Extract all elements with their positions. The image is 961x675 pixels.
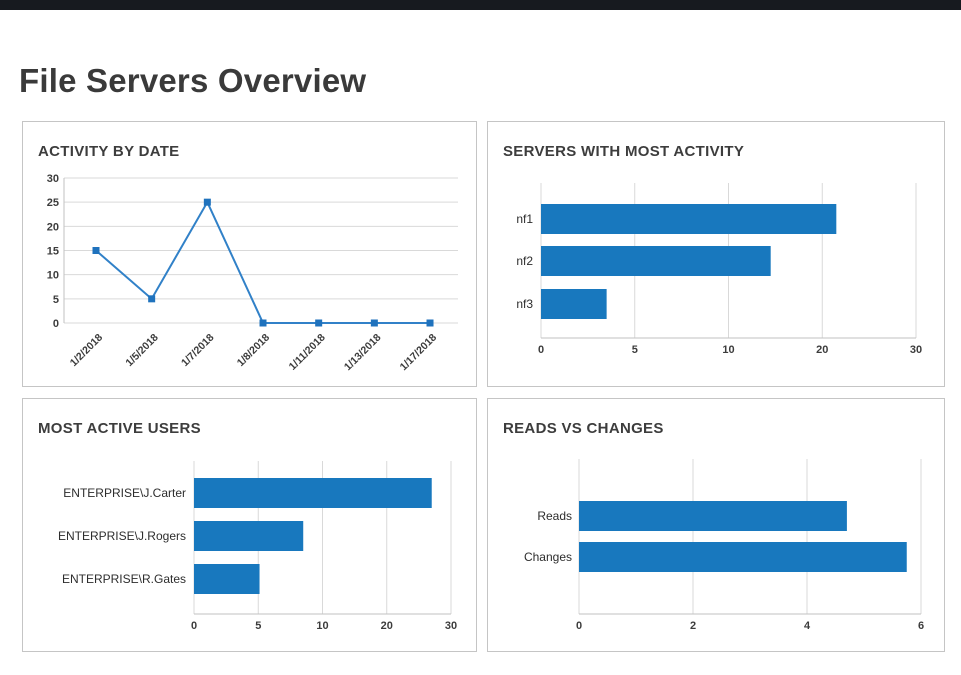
x-axis-date-label: 1/5/2018 (123, 332, 160, 369)
servers-activity-bar-chart: 0 5 10 20 30 nf1 nf2 nf3 (516, 183, 922, 356)
x-axis-date-label: 1/7/2018 (179, 332, 216, 369)
top-window-bar (0, 0, 961, 10)
y-axis-tick-label: 0 (53, 318, 59, 330)
y-axis-tick-label: 10 (47, 270, 59, 282)
bar-2[interactable] (541, 289, 607, 319)
y-axis-tick-label: 5 (53, 294, 59, 306)
category-label: nf2 (516, 254, 533, 268)
category-label: ENTERPRISE\J.Rogers (58, 529, 186, 543)
data-point-marker-5[interactable] (370, 319, 378, 327)
x-axis-tick-label: 0 (576, 620, 582, 632)
category-label: ENTERPRISE\R.Gates (62, 572, 186, 586)
reads-vs-changes-bar-chart: 0 2 4 6 Reads Changes (524, 459, 924, 632)
x-axis-tick-label: 6 (918, 620, 924, 632)
x-axis-tick-label: 30 (910, 344, 922, 356)
page-title: File Servers Overview (19, 62, 367, 100)
bar-2[interactable] (194, 564, 260, 594)
x-axis-date-label: 1/11/2018 (287, 332, 328, 373)
x-axis-tick-label: 2 (690, 620, 696, 632)
bar-0[interactable] (541, 204, 837, 234)
panel-most-active-users[interactable]: MOST ACTIVE USERS 0 5 10 20 30 ENTERPRISE\J.C… (22, 398, 477, 652)
category-label: Changes (524, 550, 572, 564)
panel-activity-by-date[interactable]: ACTIVITY BY DATE 0 5 10 15 20 25 30 1/2/2018 1/5… (22, 121, 477, 387)
category-label: Reads (537, 509, 572, 523)
x-axis-tick-label: 10 (722, 344, 734, 356)
panel-title-servers-with-most-activity: SERVERS WITH MOST ACTIVITY (503, 143, 745, 160)
x-axis-tick-label: 10 (316, 620, 328, 632)
x-axis-date-label: 1/8/2018 (235, 332, 272, 369)
x-axis-tick-label: 30 (445, 620, 457, 632)
y-axis-tick-label: 25 (47, 197, 59, 209)
x-axis-date-label: 1/2/2018 (68, 332, 105, 369)
most-active-users-bar-chart: 0 5 10 20 30 ENTERPRISE\J.Carter ENTERPRISE\J.… (58, 461, 457, 632)
x-axis-tick-label: 0 (191, 620, 197, 632)
y-axis-tick-label: 15 (47, 246, 59, 258)
data-point-marker-0[interactable] (92, 247, 100, 254)
line-series (95, 199, 431, 324)
x-axis-date-label: 1/17/2018 (398, 332, 440, 374)
x-axis-tick-label: 5 (255, 620, 261, 632)
x-axis-tick-label: 20 (816, 344, 828, 356)
x-axis-tick-label: 4 (804, 620, 811, 632)
bar-0[interactable] (579, 501, 847, 531)
x-axis-date-label: 1/13/2018 (342, 332, 384, 374)
bar-1[interactable] (194, 521, 304, 551)
panel-title-activity-by-date: ACTIVITY BY DATE (38, 143, 180, 160)
bar-1[interactable] (541, 246, 771, 276)
data-point-marker-1[interactable] (148, 295, 156, 303)
x-axis-tick-label: 5 (632, 344, 638, 356)
activity-by-date-line-chart: 0 5 10 15 20 25 30 1/2/2018 1/5/2018 1/7/2018 1/8/… (47, 173, 458, 374)
x-axis-tick-label: 0 (538, 344, 544, 356)
panel-servers-with-most-activity[interactable]: SERVERS WITH MOST ACTIVITY 0 5 10 20 30 nf1 nf… (487, 121, 945, 387)
panel-title-reads-vs-changes: READS VS CHANGES (503, 420, 664, 437)
category-label: ENTERPRISE\J.Carter (63, 486, 186, 500)
x-axis-tick-label: 20 (381, 620, 393, 632)
data-point-marker-6[interactable] (426, 319, 434, 327)
bar-1[interactable] (579, 542, 907, 572)
category-label: nf1 (516, 212, 533, 226)
bar-0[interactable] (194, 478, 432, 508)
data-point-marker-2[interactable] (203, 198, 211, 206)
y-axis-tick-label: 30 (47, 173, 59, 185)
category-label: nf3 (516, 297, 533, 311)
data-point-marker-3[interactable] (259, 319, 267, 327)
data-point-marker-4[interactable] (315, 319, 323, 327)
panel-title-most-active-users: MOST ACTIVE USERS (38, 420, 201, 437)
panel-reads-vs-changes[interactable]: READS VS CHANGES 0 2 4 6 Reads Changes (487, 398, 945, 652)
y-axis-tick-label: 20 (47, 221, 59, 233)
